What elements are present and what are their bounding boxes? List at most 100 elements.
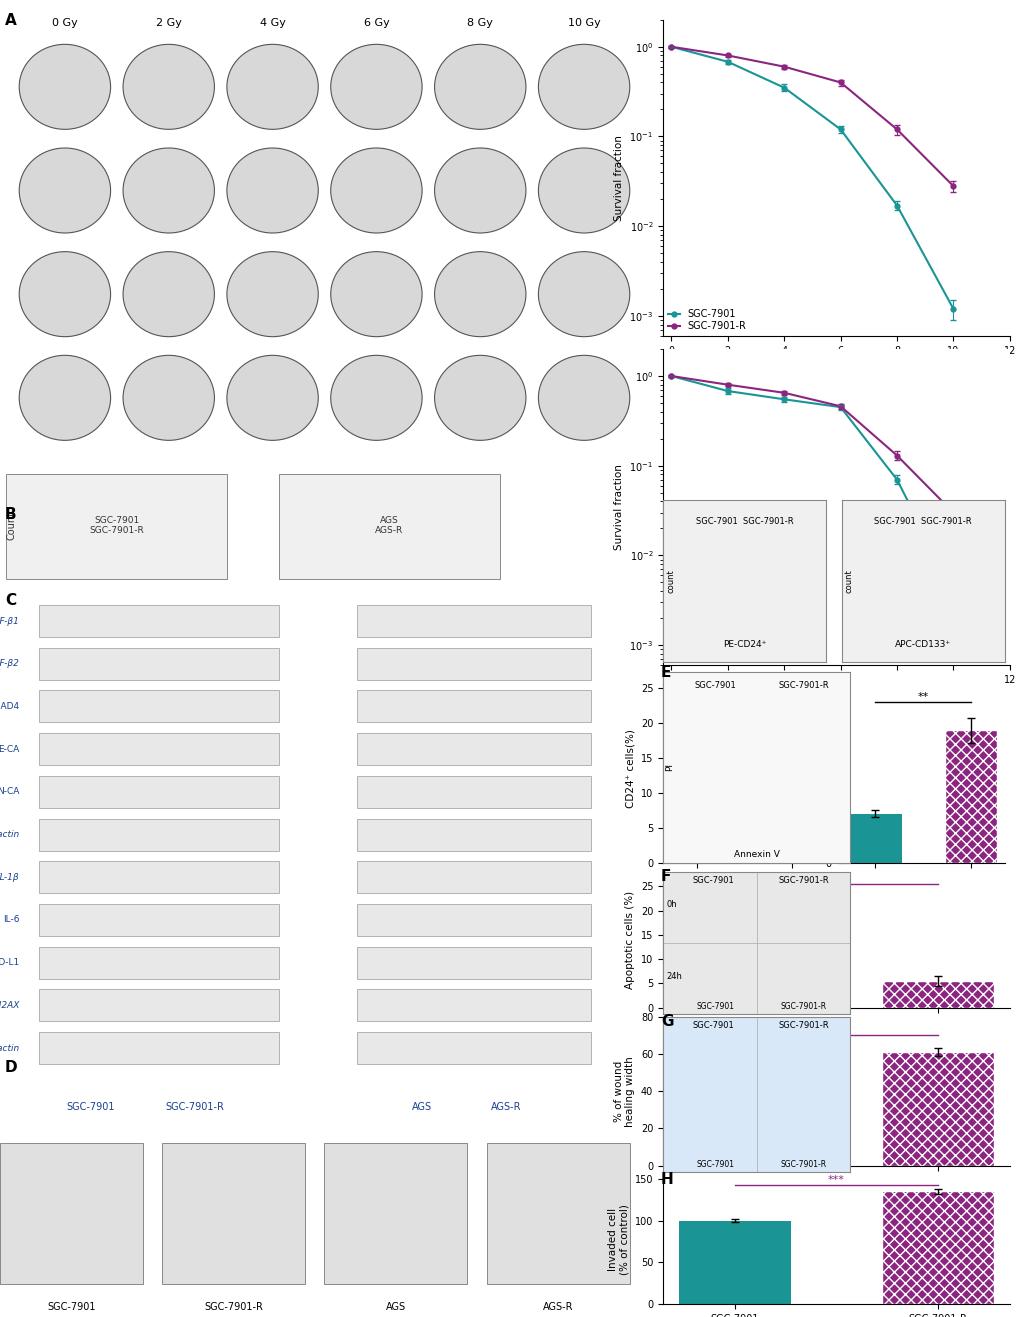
Legend: SGC-7901, SGC-7901-R: SGC-7901, SGC-7901-R [667,309,746,331]
Text: SGC-7901  SGC-7901-R: SGC-7901 SGC-7901-R [695,516,793,525]
Text: SGC-7901: SGC-7901 [696,1160,734,1169]
Text: SGC-7901-R: SGC-7901-R [165,1102,224,1112]
Ellipse shape [434,148,526,233]
Text: AGS
AGS-R: AGS AGS-R [375,515,404,535]
SGC-7901 [777,80,790,96]
Text: β-actin: β-actin [0,830,19,839]
AGS [890,471,902,487]
Bar [848,814,901,863]
SGC-7901 [890,198,902,213]
Bar [39,819,279,851]
Ellipse shape [434,45,526,129]
Y-axis label: Survival fraction: Survival fraction [613,134,623,221]
Bar [881,1052,994,1166]
Text: G: G [660,1014,673,1029]
AGS-R [664,369,677,385]
Bar [39,861,279,893]
SGC-7901-R [890,121,902,137]
Text: SGC-7901
SGC-7901-R: SGC-7901 SGC-7901-R [90,515,144,535]
Y-axis label: CD133⁺ cells(%): CD133⁺ cells(%) [803,726,813,811]
Ellipse shape [19,252,110,337]
Text: C: C [5,593,16,607]
Ellipse shape [330,148,422,233]
Bar [357,1033,590,1064]
AGS-R [721,377,734,392]
Ellipse shape [538,148,629,233]
SGC-7901-R [834,75,846,91]
Ellipse shape [330,356,422,440]
Bar [6,474,227,579]
X-axis label: radiation dose (Gy): radiation dose (Gy) [786,690,886,701]
Text: SGC-7901: SGC-7901 [692,876,734,885]
Text: β-actin: β-actin [0,1043,19,1052]
Text: A: A [5,13,17,28]
Bar [39,648,279,680]
Text: TGF-β1: TGF-β1 [0,616,19,626]
Text: D: D [5,1060,17,1075]
Text: SGC-7901-R: SGC-7901-R [777,681,828,690]
Text: SGC-7901-R: SGC-7901-R [777,876,828,885]
Text: E: E [660,665,671,680]
Text: IL-6: IL-6 [3,915,19,925]
Ellipse shape [226,148,318,233]
Text: SGC-7901  SGC-7901-R: SGC-7901 SGC-7901-R [873,516,971,525]
SGC-7901 [721,54,734,70]
Bar [357,989,590,1022]
Bar [39,605,279,637]
Text: ****: **** [824,1026,847,1035]
SGC-7901 [664,40,677,55]
Bar [357,690,590,723]
Text: SGC-7901-R: SGC-7901-R [204,1303,263,1312]
Ellipse shape [226,45,318,129]
Bar [357,776,590,807]
Line: SGC-7901: SGC-7901 [668,45,955,311]
AGS-R [890,448,902,464]
Text: **: ** [916,693,928,702]
Bar [39,776,279,807]
Bar [279,474,499,579]
Line: AGS-R: AGS-R [668,374,955,515]
Text: SGC-7901: SGC-7901 [694,681,736,690]
Text: AGS: AGS [412,1102,431,1112]
AGS [777,391,790,407]
Text: 4 Gy: 4 Gy [260,17,285,28]
Text: ***: *** [827,1175,844,1185]
Line: AGS: AGS [668,374,955,594]
Text: γ-H2AX: γ-H2AX [0,1001,19,1010]
Ellipse shape [123,356,214,440]
Bar [357,947,590,979]
Ellipse shape [123,252,214,337]
Text: H: H [660,1172,674,1187]
Y-axis label: Survival fraction: Survival fraction [613,464,623,551]
Bar [39,947,279,979]
Text: PE-CD24⁺: PE-CD24⁺ [722,640,765,649]
Text: SGC-7901: SGC-7901 [692,1022,734,1030]
Text: count: count [844,569,853,594]
Bar [881,1192,994,1304]
SGC-7901 [834,121,846,137]
Text: Annexin V: Annexin V [733,849,779,859]
SGC-7901-R [777,59,790,75]
Text: B: B [5,507,16,522]
Legend: AGS, AGS-R: AGS, AGS-R [667,639,717,660]
Text: 24h: 24h [666,972,682,981]
Bar [944,730,997,863]
Text: 8 Gy: 8 Gy [467,17,493,28]
AGS-R [947,504,959,520]
Text: F: F [660,869,671,884]
Text: TGF-β2: TGF-β2 [0,660,19,668]
Text: N-CA: N-CA [0,788,19,797]
Bar [765,719,818,863]
Ellipse shape [538,252,629,337]
Ellipse shape [123,45,214,129]
AGS [834,399,846,415]
Text: E-CA: E-CA [0,744,19,753]
Text: SGC-7901-R: SGC-7901-R [777,1022,828,1030]
Text: SGC-7901: SGC-7901 [696,1002,734,1011]
Text: ****: **** [733,689,755,699]
Text: count: count [665,569,675,594]
Text: Count: Count [6,511,16,540]
SGC-7901-R [721,47,734,63]
Text: 0h: 0h [666,901,677,910]
AGS [721,383,734,399]
